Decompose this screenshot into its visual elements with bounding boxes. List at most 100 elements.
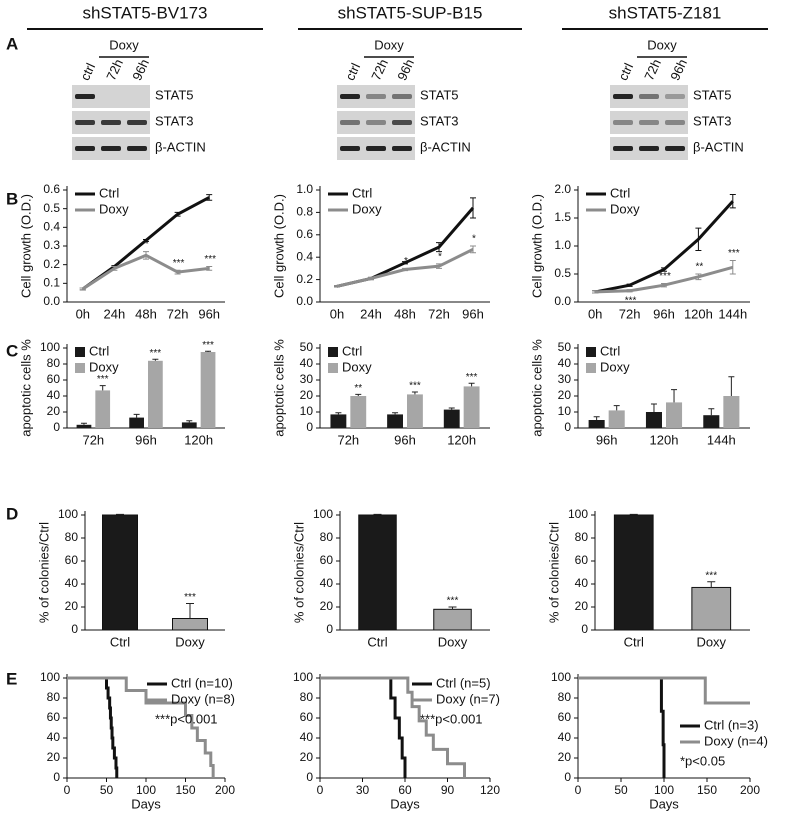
x-tick-label: 96h [653, 306, 675, 321]
y-tick-label: 60 [575, 553, 589, 567]
error-bar [206, 194, 213, 201]
legend-label: Ctrl [89, 343, 109, 358]
significance: *** [625, 296, 637, 307]
error-bar [448, 407, 455, 410]
y-tick-label: 80 [300, 690, 314, 704]
y-tick-label: 0 [53, 420, 60, 434]
protein-label: STAT3 [693, 113, 732, 128]
blot-band [75, 146, 95, 151]
error-bar [99, 385, 106, 391]
blot [610, 111, 688, 134]
y-tick-label: 2.0 [554, 182, 571, 196]
error-bar [448, 606, 457, 610]
blot-band [613, 120, 633, 125]
blot-band [639, 94, 659, 99]
bar [172, 618, 208, 631]
error-bar [133, 413, 140, 418]
error-bar [79, 287, 86, 291]
y-tick-label: 0 [564, 770, 571, 784]
x-tick-label: 144h [718, 306, 747, 321]
y-tick-label: 80 [65, 530, 79, 544]
blot-band [392, 120, 412, 125]
blot-band [366, 146, 386, 151]
y-tick-label: 40 [558, 730, 572, 744]
error-bar [661, 267, 667, 272]
x-tick-label: 144h [707, 432, 736, 447]
group-label: Doxy [647, 37, 677, 52]
blot-band [127, 120, 147, 125]
y-tick-label: 1.0 [554, 238, 571, 252]
error-bar [613, 405, 620, 411]
significance: *** [705, 570, 717, 581]
y-axis-label: Cell growth (O.D.) [529, 194, 544, 298]
panel-label: E [6, 669, 17, 688]
error-bar [152, 358, 159, 361]
protein-label: β-ACTIN [420, 139, 471, 154]
y-tick-label: 30 [558, 372, 572, 386]
significance: *** [150, 348, 162, 359]
y-tick-label: 80 [320, 530, 334, 544]
error-bar [373, 513, 382, 515]
x-tick-label: 72h [167, 306, 189, 321]
y-axis-label: apoptotic cells % [18, 339, 33, 437]
y-tick-label: 0.8 [296, 205, 313, 219]
legend-label: Doxy [352, 201, 382, 216]
x-tick-label: Ctrl [624, 634, 644, 649]
y-tick-label: 30 [300, 372, 314, 386]
protein-label: STAT5 [693, 87, 732, 102]
significance: *** [204, 254, 216, 265]
legend-swatch [586, 347, 596, 357]
x-tick-label: 120h [684, 306, 713, 321]
y-tick-label: 40 [575, 576, 589, 590]
y-tick-label: 40 [65, 576, 79, 590]
bar [645, 412, 662, 428]
y-tick-label: 1.5 [554, 210, 571, 224]
legend-label: Ctrl [600, 343, 620, 358]
y-axis-label: % of colonies/Ctrl [291, 522, 306, 623]
blot-band [127, 146, 147, 151]
x-tick-label: 100 [136, 783, 156, 797]
y-tick-label: 100 [313, 507, 333, 521]
x-tick-label: 120h [650, 432, 679, 447]
group-label: Doxy [374, 37, 404, 52]
legend-swatch [75, 347, 85, 357]
column-title: shSTAT5-Z181 [609, 3, 722, 22]
blot [337, 111, 415, 134]
y-tick-label: 40 [47, 730, 61, 744]
line [336, 206, 475, 288]
legend-swatch [328, 347, 338, 357]
blot-band [665, 94, 685, 99]
y-tick-label: 80 [575, 530, 589, 544]
protein-label: STAT3 [155, 113, 194, 128]
x-tick-label: 150 [697, 783, 717, 797]
significance: *** [466, 372, 478, 383]
lane-label: ctrl [77, 61, 98, 83]
y-tick-label: 0.6 [43, 182, 60, 196]
significance: ** [354, 383, 362, 394]
significance: *** [659, 271, 671, 282]
y-tick-label: 60 [47, 372, 61, 386]
line [336, 248, 474, 288]
x-tick-label: 24h [104, 306, 126, 321]
significance: *** [173, 258, 185, 269]
lane-label: 72h [368, 57, 391, 83]
significance: * [145, 239, 149, 250]
blot-band [101, 120, 121, 125]
y-axis-label: % of colonies/Ctrl [36, 522, 51, 623]
y-tick-label: 0.0 [554, 294, 571, 308]
y-tick-label: 20 [558, 750, 572, 764]
group-label: Doxy [109, 37, 139, 52]
error-bar [470, 197, 476, 219]
blot-band [665, 146, 685, 151]
y-tick-label: 100 [40, 340, 60, 354]
blot-band [639, 120, 659, 125]
bar [443, 409, 460, 428]
legend-label: Doxy (n=8) [171, 691, 235, 706]
error-bar [174, 269, 181, 275]
column-title: shSTAT5-BV173 [82, 3, 207, 22]
y-tick-label: 0.4 [296, 249, 313, 263]
error-bar [111, 266, 118, 271]
legend-swatch [586, 363, 596, 373]
error-bar [729, 193, 736, 209]
